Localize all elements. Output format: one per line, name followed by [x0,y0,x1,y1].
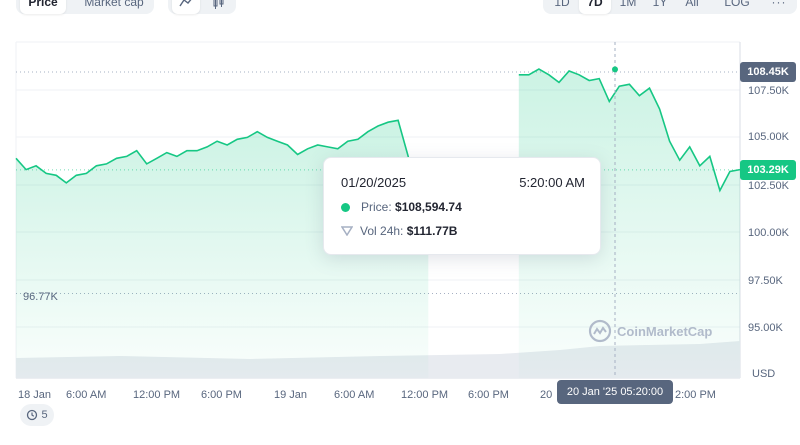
range-1m[interactable]: 1M [619,0,637,9]
chart-style-switch [168,0,236,14]
x-tick-label: 20 [540,389,553,401]
y-tick-label: 102.50K [748,180,789,192]
x-tick-label: 19 Jan [274,389,308,401]
tooltip-volume-row: Vol 24h: $111.77B [340,224,458,238]
tooltip-date: 01/20/2025 [341,175,407,190]
chart-toolbar: Price Market cap 1D 7D 1M 1Y All LOG ··· [0,0,800,18]
price-dot-icon [341,203,350,212]
y-tick-label: 107.50K [748,85,789,97]
y-tick-label: 97.50K [748,275,783,287]
range-1d[interactable]: 1D [554,0,570,9]
price-tooltip: 01/20/2025 5:20:00 AM Price: $108,594.74… [323,157,601,255]
history-icon [27,409,38,421]
chart-type-switch: Price Market cap [16,0,154,14]
y-axis-unit: USD [752,368,776,380]
log-toggle[interactable]: LOG [724,0,750,9]
x-tick-label: 12:00 PM [133,389,181,401]
volume-icon [340,226,354,237]
high-price-tag: 108.45K [740,61,796,82]
range-1y[interactable]: 1Y [652,0,668,9]
tab-price[interactable]: Price [20,0,66,14]
y-tick-label: 100.00K [748,227,789,239]
range-switch: 1D 7D 1M 1Y All LOG ··· [543,0,797,14]
x-tick-label-partial: 2:00 PM [675,389,716,401]
watermark-text: CoinMarketCap [617,323,713,339]
tooltip-volume-value: $111.77B [406,224,458,238]
x-tick-label: 18 Jan [18,389,52,401]
x-tick-label: 6:00 AM [66,389,107,401]
tooltip-time: 5:20:00 AM [519,175,585,190]
tooltip-price-value: $108,594.74 [395,200,462,214]
current-price-tag: 103.29K [740,159,796,180]
y-tick-label: 95.00K [748,322,783,334]
tab-market-cap[interactable]: Market cap [84,0,144,9]
crosshair-time-label: 20 Jan '25 05:20:00 [557,380,673,404]
events-button[interactable]: 5 [20,404,54,426]
price-area [518,69,740,378]
more-icon[interactable]: ··· [771,0,787,9]
coinmarketcap-logo-icon [588,319,612,343]
line-chart-icon[interactable] [172,0,200,14]
watermark: CoinMarketCap [588,319,712,343]
low-price-label: 96.77K [23,291,58,303]
events-count: 5 [41,409,48,421]
y-tick-label: 105.00K [748,131,789,143]
tooltip-price-label: Price: [361,200,392,214]
x-tick-label: 6:00 PM [468,389,509,401]
tooltip-price-row: Price: $108,594.74 [341,200,462,214]
x-tick-label: 12:00 PM [401,389,449,401]
x-tick-label: 6:00 AM [334,389,375,401]
price-line [15,119,430,229]
price-line [518,68,741,193]
tooltip-volume-label: Vol 24h: [360,224,404,238]
range-all[interactable]: All [685,0,699,9]
hover-point [612,66,618,73]
range-7d[interactable]: 7D [579,0,611,14]
candlestick-icon[interactable] [204,0,232,14]
x-tick-label: 6:00 PM [201,389,242,401]
